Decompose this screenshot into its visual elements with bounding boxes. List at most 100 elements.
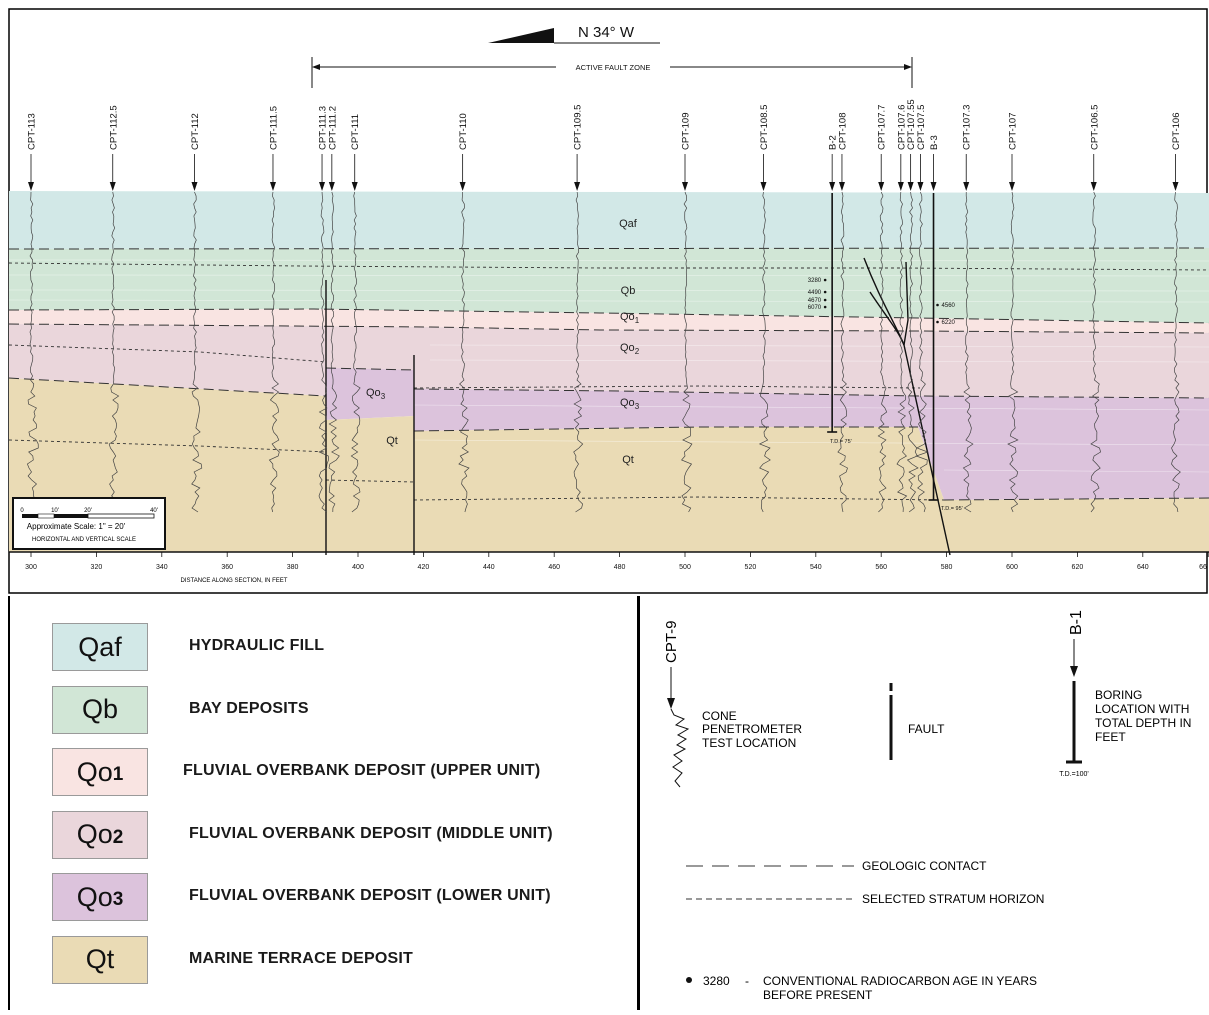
age-value: 3280 xyxy=(703,974,730,988)
cpt-label: CPT-107.55 xyxy=(906,99,917,150)
stratum-qt xyxy=(9,378,1209,552)
boring-desc-2: LOCATION WITH xyxy=(1095,702,1189,716)
cpt-cpt-111-2: CPT-111.2 xyxy=(327,106,340,513)
td-b2: T.D.= 75' xyxy=(830,439,852,445)
scale-tick-10: 10' xyxy=(51,508,59,514)
legend-label: FLUVIAL OVERBANK DEPOSIT (LOWER UNIT) xyxy=(189,887,551,904)
label-qaf: Qaf xyxy=(619,218,638,230)
north-arrow-icon xyxy=(488,28,554,43)
x-tick-label: 640 xyxy=(1137,564,1149,571)
legend-symbol-sub: 3 xyxy=(112,889,124,910)
cpt-label: CPT-107.7 xyxy=(877,105,888,150)
cpt-label: CPT-107.6 xyxy=(896,105,907,150)
active-fault-zone: ACTIVE FAULT ZONE xyxy=(311,57,913,88)
boring-desc-1: BORING xyxy=(1095,688,1142,702)
legend-symbol-sub: 2 xyxy=(112,826,124,848)
cpt-label: CPT-106.5 xyxy=(1089,105,1100,150)
age-b2-3: 6070 xyxy=(808,305,822,311)
scale-caption: Approximate Scale: 1" = 20' xyxy=(27,522,126,531)
cpt-label: B-3 xyxy=(929,135,940,150)
legend-symbol: Qo xyxy=(76,819,113,849)
age-desc-2: BEFORE PRESENT xyxy=(763,988,873,1002)
cpt-cpt-106-5: CPT-106.5 xyxy=(1089,105,1102,513)
legend-symbol: Qaf xyxy=(78,631,122,662)
cpt-cpt-107-55: CPT-107.55 xyxy=(906,99,919,513)
legend-swatch-qo2: Qo 2 xyxy=(52,810,148,859)
cpt-symbol-desc-1: CONE xyxy=(702,709,737,723)
legend-swatch-qo1: Qo 1 xyxy=(52,748,148,796)
cpt-label: CPT-108.5 xyxy=(759,105,770,150)
legend-swatch-qt: Qt xyxy=(52,935,148,984)
x-tick-label: 360 xyxy=(221,564,233,571)
age-dot-icon xyxy=(686,977,692,983)
horizon-symbol: SELECTED STRATUM HORIZON xyxy=(686,892,1044,906)
contact-symbol: GEOLOGIC CONTACT xyxy=(686,859,987,873)
unit-legend: Qaf HYDRAULIC FILL Qb BAY DEPOSITS Qo 1 FLUVIA… xyxy=(8,595,638,1010)
orientation-label: N 34° W xyxy=(578,24,635,41)
x-tick-label: 520 xyxy=(745,564,757,571)
age-b3-0: 4560 xyxy=(942,303,956,309)
cpt-cpt-112-5: CPT-112.5 xyxy=(108,105,120,513)
strata xyxy=(9,191,1209,552)
label-qo3: Qo3 xyxy=(620,397,640,411)
symbol-legend: CPT-9 CONE PENETROMETER TEST LOCATION FA… xyxy=(640,595,1209,1010)
stratum-qo3 xyxy=(414,389,1209,500)
stratum-qo3-left-block xyxy=(326,368,414,420)
cpt-label: CPT-111.5 xyxy=(268,106,279,150)
cpt-label: CPT-111 xyxy=(350,114,361,150)
fault-symbol: FAULT xyxy=(889,683,945,760)
boring-symbol: B-1 T.D.=100' BORING LOCATION WITH TOTAL… xyxy=(1059,610,1191,778)
age-symbol: 3280 - CONVENTIONAL RADIOCARBON AGE IN Y… xyxy=(686,974,1037,1002)
cpt-label: CPT-107.5 xyxy=(916,105,927,150)
age-b2-1: 4490 xyxy=(808,290,822,296)
boring-desc-3: TOTAL DEPTH IN xyxy=(1095,716,1191,730)
label-qt-west: Qt xyxy=(386,435,398,447)
x-tick-label: 500 xyxy=(679,564,691,571)
cpt-cpt-111-5: CPT-111.5 xyxy=(268,106,280,513)
cpt-traces: CPT-113 CPT-112.5 CPT-112 CPT-111.5 CPT-111.… xyxy=(27,99,1182,513)
legend-symbol-sub: 1 xyxy=(112,764,124,785)
label-qt: Qt xyxy=(622,454,634,466)
age-b3-1: 6220 xyxy=(942,320,956,326)
fault-splay-1 xyxy=(869,291,905,346)
x-tick-label: 540 xyxy=(810,564,822,571)
cpt-label: CPT-107 xyxy=(1008,113,1019,151)
cpt-label: CPT-109.5 xyxy=(573,105,584,150)
cpt-symbol-desc-2: PENETROMETER xyxy=(702,722,802,736)
geologic-cross-section: N 34° W ACTIVE FAULT ZONE CPT-113 CPT-112… xyxy=(8,8,1209,594)
cpt-symbol-desc-3: TEST LOCATION xyxy=(702,736,796,750)
cpt-label: CPT-111.3 xyxy=(318,106,329,150)
stratum-qo1 xyxy=(9,309,1209,333)
scale-note: HORIZONTAL AND VERTICAL SCALE xyxy=(32,537,136,543)
legend-left-border xyxy=(8,596,10,1010)
x-tick-label: 440 xyxy=(483,564,495,571)
x-tick-label: 380 xyxy=(287,564,299,571)
boring-symbol-label: B-1 xyxy=(1068,610,1085,635)
x-tick-label: 400 xyxy=(352,564,364,571)
x-tick-label: 340 xyxy=(156,564,168,571)
label-qo2: Qo2 xyxy=(620,342,640,356)
legend-symbol: Qb xyxy=(81,694,119,724)
cpt-label: CPT-106 xyxy=(1171,113,1182,151)
x-tick-label: 66 xyxy=(1199,564,1207,571)
boring-b-3: B-3 xyxy=(928,135,940,501)
scale-box: 0 10' 20' 40' Approximate Scale: 1" = 20… xyxy=(12,497,166,550)
cpt-cpt-108-5: CPT-108.5 xyxy=(758,105,771,513)
x-tick-label: 480 xyxy=(614,564,626,571)
boring-b-2: B-2 xyxy=(827,135,839,433)
legend-swatch-qb: Qb xyxy=(52,685,148,734)
cpt-symbol: CPT-9 CONE PENETROMETER TEST LOCATION xyxy=(663,620,802,788)
cpt-cpt-109-5: CPT-109.5 xyxy=(573,105,584,513)
x-tick-label: 420 xyxy=(418,564,430,571)
legend-symbol: Qo xyxy=(76,756,113,787)
cpt-cpt-107-6: CPT-107.6 xyxy=(896,105,907,513)
horizon-desc: SELECTED STRATUM HORIZON xyxy=(862,892,1044,906)
scale-tick-0: 0 xyxy=(20,508,24,514)
cpt-cpt-107: CPT-107 xyxy=(1007,113,1019,513)
orientation-indicator: N 34° W xyxy=(488,24,660,44)
legend-symbol: Qt xyxy=(85,944,115,974)
stratum-horizons xyxy=(8,262,1209,501)
fault-splay-2 xyxy=(903,261,909,346)
age-desc-1: CONVENTIONAL RADIOCARBON AGE IN YEARS xyxy=(763,974,1037,988)
